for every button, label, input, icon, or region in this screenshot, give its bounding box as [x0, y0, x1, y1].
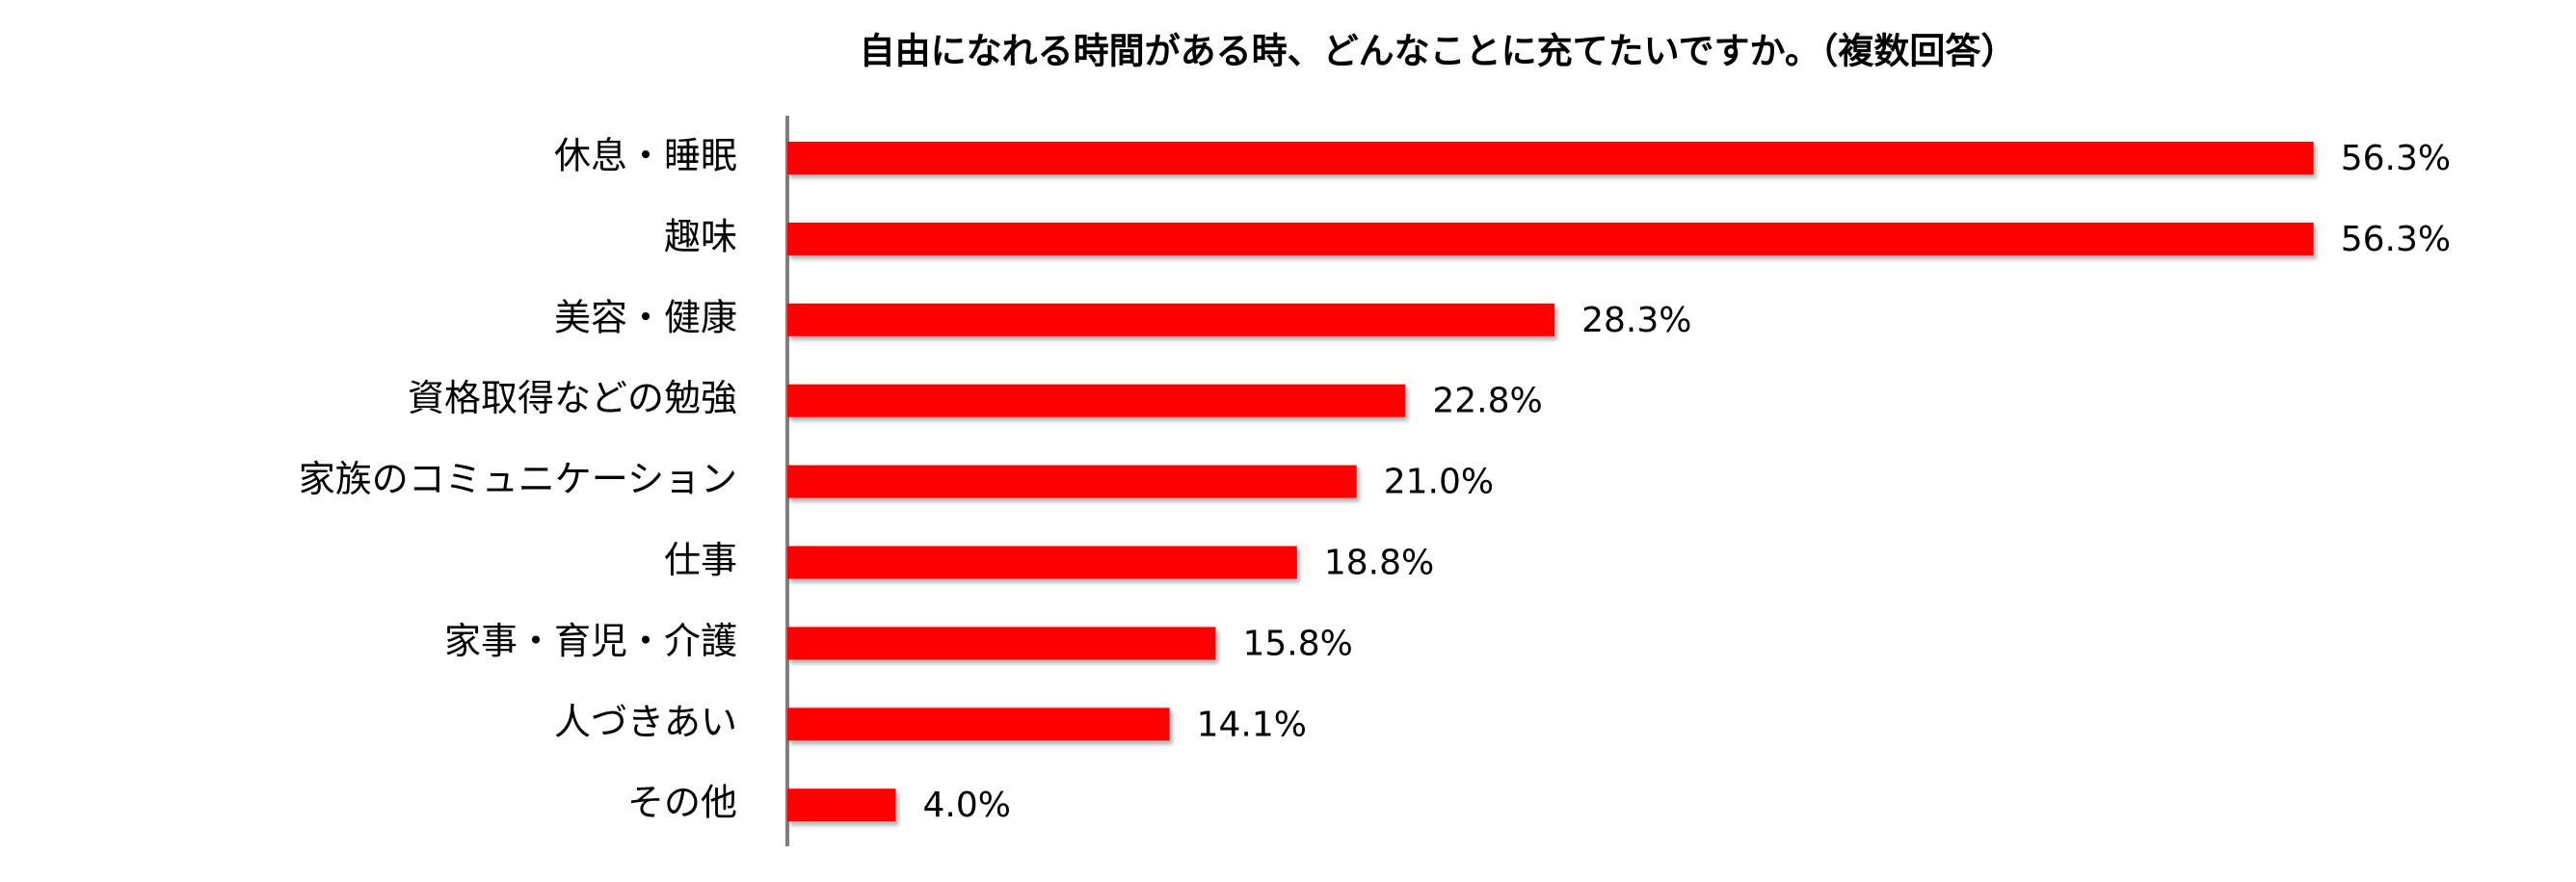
- category-label: 資格取得などの勉強: [408, 377, 737, 419]
- category-label: 家族のコミュニケーション: [299, 458, 737, 500]
- bar: [787, 627, 1216, 660]
- bar: [787, 546, 1297, 579]
- bar: [787, 384, 1406, 417]
- category-label: 休息・睡眠: [554, 135, 737, 177]
- value-label: 22.8%: [1432, 382, 1542, 421]
- category-label: 家事・育児・介護: [444, 620, 737, 662]
- category-label: 趣味: [664, 215, 737, 257]
- bar: [787, 708, 1170, 741]
- bar: [787, 222, 2314, 255]
- value-label: 56.3%: [2341, 139, 2451, 178]
- bar: [787, 303, 1555, 336]
- bar: [787, 788, 896, 822]
- value-label: 14.1%: [1197, 705, 1307, 744]
- category-label: 仕事: [664, 539, 737, 581]
- value-label: 15.8%: [1242, 624, 1352, 663]
- value-label: 28.3%: [1581, 301, 1691, 340]
- value-label: 56.3%: [2341, 220, 2451, 259]
- chart-title: 自由になれる時間がある時、どんなことに充てたいですか。（複数回答）: [860, 31, 2017, 72]
- bar: [787, 142, 2314, 174]
- category-label: 人づきあい: [554, 701, 737, 743]
- value-label: 18.8%: [1324, 544, 1434, 583]
- value-label: 4.0%: [923, 786, 1011, 825]
- category-label: 美容・健康: [554, 296, 737, 338]
- value-label: 21.0%: [1384, 463, 1494, 502]
- category-label: その他: [627, 782, 737, 824]
- bar: [787, 465, 1357, 498]
